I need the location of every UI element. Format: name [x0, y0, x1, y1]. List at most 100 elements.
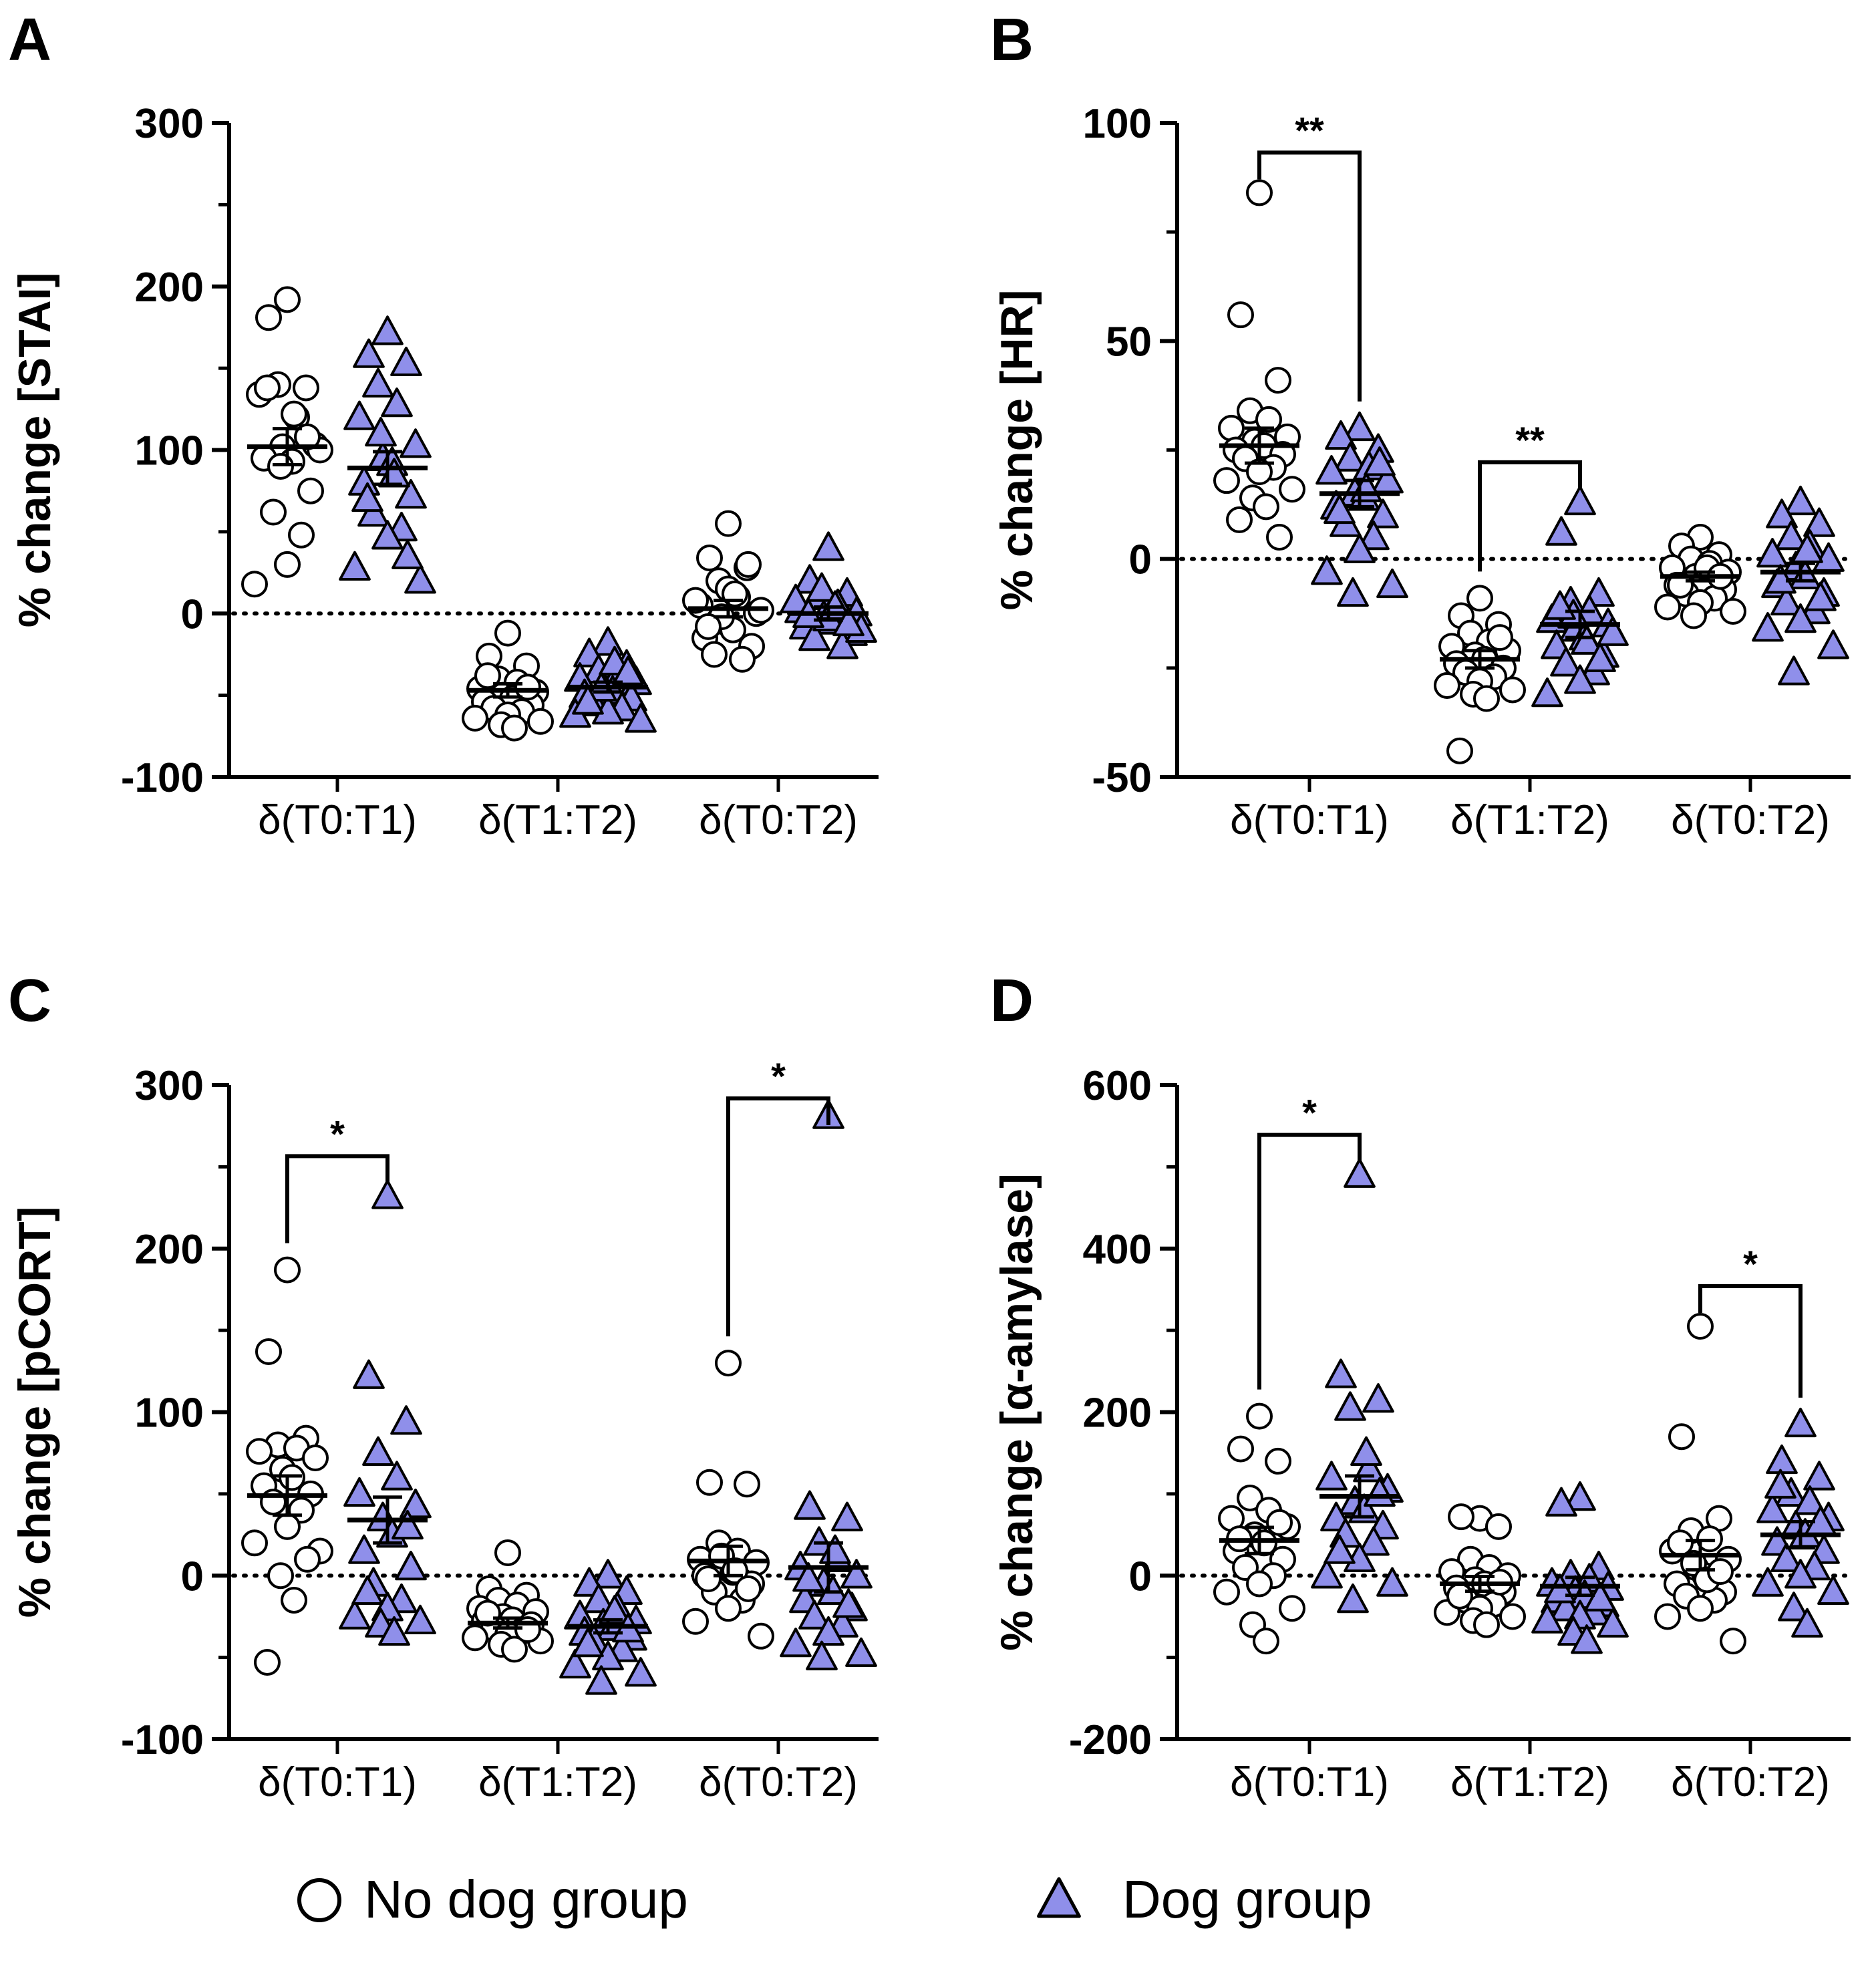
data-point-triangle [1817, 1575, 1849, 1605]
data-point-circle [715, 1595, 742, 1622]
y-tick-label: 200 [135, 1227, 204, 1273]
x-category-label: δ(T0:T2) [1671, 797, 1830, 843]
data-point-triangle [351, 1575, 383, 1605]
panel-c: C -100 0 100 200 300 % change [pCORT] δ(T0:T1) δ… [8, 967, 879, 1805]
data-point-circle [1255, 406, 1282, 433]
panel-letter: A [8, 7, 51, 73]
y-tick-label: 0 [1129, 1553, 1152, 1600]
y-tick-label: 400 [1083, 1227, 1152, 1273]
legend-label: Dog group [1122, 1869, 1372, 1929]
data-point-circle [1266, 524, 1293, 551]
x-category-label: δ(T1:T2) [1450, 1759, 1609, 1805]
series-no-dog [1213, 1313, 1746, 1655]
data-point-circle [1227, 301, 1254, 329]
y-tick-label: 300 [135, 1063, 204, 1109]
data-point-circle [260, 498, 287, 526]
legend-label: No dog group [364, 1869, 688, 1929]
bracket-line [1257, 150, 1362, 402]
significance-bracket: * [1698, 1243, 1803, 1398]
data-point-circle [1466, 585, 1493, 612]
data-point-circle [1279, 476, 1305, 503]
data-point-triangle [343, 1477, 375, 1507]
data-point-triangle [1358, 1526, 1390, 1556]
y-tick-label: 0 [1129, 537, 1152, 583]
data-point-triangle [625, 703, 657, 733]
triangle-icon [1037, 1877, 1081, 1918]
x-category-label: δ(T0:T2) [699, 1759, 858, 1805]
data-point-triangle [1752, 1567, 1784, 1597]
data-point-triangle [362, 1436, 394, 1466]
data-point-triangle [1531, 677, 1563, 708]
data-point-circle [1265, 367, 1291, 394]
data-point-triangle [1571, 625, 1603, 655]
significance-label: * [1302, 1092, 1317, 1134]
data-point-circle [1237, 1484, 1263, 1511]
data-point-triangle [390, 346, 422, 377]
y-tick-label: 200 [1083, 1390, 1152, 1437]
data-point-circle [722, 580, 748, 607]
data-point-circle [1266, 1509, 1293, 1536]
significance-label: * [771, 1055, 786, 1097]
data-point-circle [695, 1565, 722, 1593]
y-axis-label: % change [HR] [991, 290, 1042, 611]
data-point-circle [1687, 1595, 1714, 1622]
data-point-triangle [572, 1628, 604, 1658]
data-point-triangle [1344, 411, 1376, 442]
data-point-triangle [353, 338, 385, 368]
data-point-circle [1668, 1423, 1695, 1451]
data-point-triangle [798, 621, 830, 651]
panel-letter: C [8, 967, 51, 1034]
x-category-label: δ(T1:T2) [478, 797, 637, 843]
data-point-triangle [803, 1526, 835, 1556]
data-point-circle [297, 477, 324, 504]
y-axis-label: % change [pCORT] [9, 1207, 60, 1618]
data-point-triangle [1775, 520, 1807, 551]
data-point-triangle [353, 1359, 385, 1389]
x-category-label: δ(T0:T2) [699, 797, 858, 843]
data-point-triangle [1334, 1391, 1366, 1421]
data-point-triangle [339, 551, 371, 581]
data-point-circle [474, 662, 501, 690]
series-dog [1311, 411, 1849, 708]
data-point-triangle [1348, 1493, 1380, 1523]
x-category-label: δ(T1:T2) [1450, 797, 1609, 843]
data-point-triangle [1311, 555, 1343, 585]
data-point-triangle [1778, 1592, 1810, 1622]
data-point-triangle [1337, 577, 1369, 607]
bracket-line [726, 1096, 830, 1337]
data-point-triangle [1784, 1407, 1817, 1438]
y-axis-label: % change [STAI] [9, 273, 60, 627]
data-point-circle [1720, 1628, 1746, 1655]
data-point-circle [293, 374, 319, 402]
data-point-triangle [1323, 494, 1356, 524]
data-point-triangle [1376, 568, 1408, 599]
data-point-triangle [1344, 1158, 1376, 1188]
data-point-triangle [351, 482, 383, 512]
data-point-triangle [1766, 498, 1798, 529]
data-point-circle [1218, 414, 1245, 442]
data-point-circle [682, 1608, 709, 1635]
data-point-triangle [812, 1616, 844, 1646]
significance-label: ** [1515, 419, 1545, 461]
data-point-triangle [404, 564, 436, 594]
data-point-triangle [1764, 1469, 1796, 1499]
bracket-line [285, 1154, 389, 1243]
circle-icon [297, 1878, 341, 1922]
data-point-circle [1487, 624, 1513, 651]
data-point-circle [1446, 737, 1473, 764]
data-point-triangle [390, 1405, 422, 1435]
significance-bracket: * [726, 1055, 830, 1337]
data-point-circle [1279, 1595, 1305, 1622]
data-point-circle [494, 619, 521, 647]
data-point-circle [255, 304, 282, 331]
y-tick-label: -200 [1069, 1717, 1152, 1763]
data-point-triangle [1358, 520, 1390, 551]
data-point-circle [735, 1575, 762, 1602]
data-point-circle [1485, 1513, 1512, 1540]
y-tick-label: 200 [135, 265, 204, 311]
data-point-circle [1654, 593, 1681, 621]
data-point-circle [1473, 1611, 1500, 1638]
data-point-circle [274, 1513, 301, 1540]
data-point-circle [1253, 493, 1279, 520]
